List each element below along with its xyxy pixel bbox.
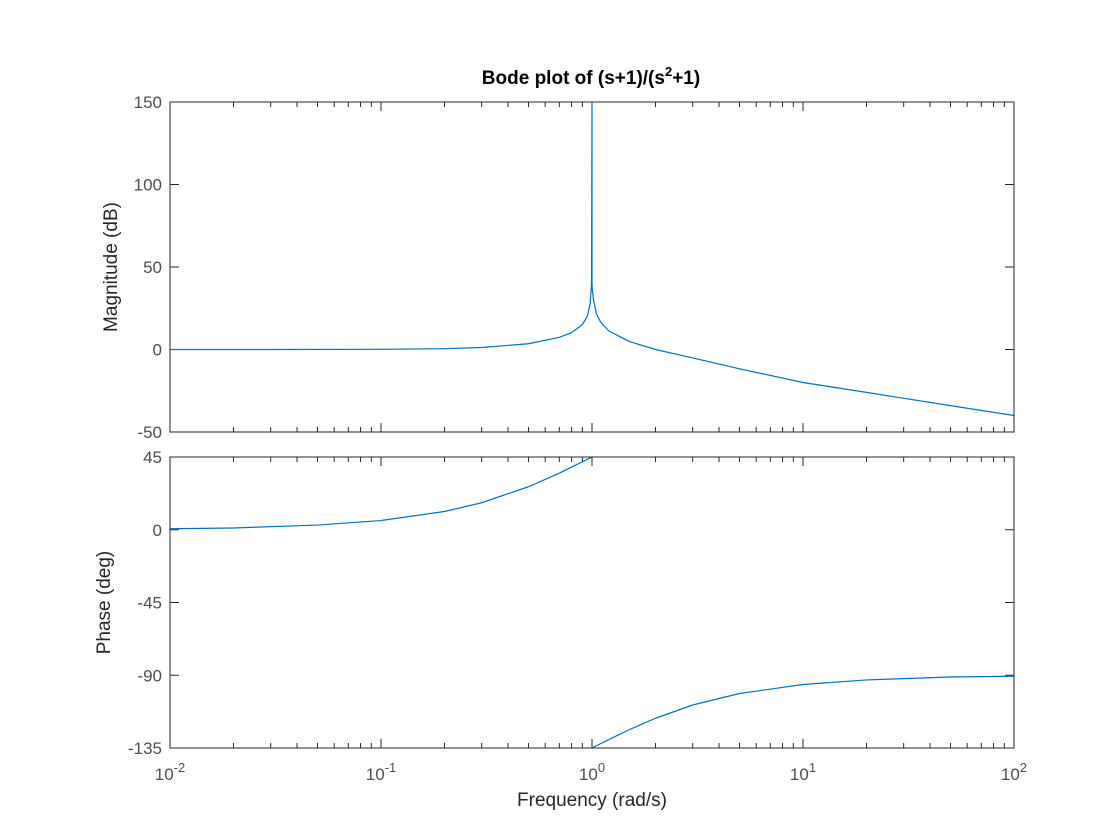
x-tick-labels: 10-2 10-1 100 101 102 bbox=[155, 760, 1027, 784]
mag-y-tick-label: 150 bbox=[134, 93, 162, 112]
phase-y-tick-labels: 45 0 -45 -90 -135 bbox=[128, 448, 162, 758]
phase-series bbox=[169, 456, 1015, 749]
phase-y-tick-label: 0 bbox=[153, 521, 162, 540]
phase-axes-box bbox=[169, 456, 1015, 749]
phase-series-line bbox=[591, 675, 1015, 749]
x-tick-label: 101 bbox=[790, 760, 816, 784]
phase-y-tick-label: -135 bbox=[128, 739, 162, 758]
mag-y-tick-label: 100 bbox=[134, 176, 162, 195]
magnitude-axes-box bbox=[169, 101, 1015, 433]
phase-series-line bbox=[169, 456, 593, 530]
chart-title-prefix: Bode plot of (s+1)/(s bbox=[482, 68, 665, 89]
phase-y-tick-label: -45 bbox=[137, 594, 162, 613]
chart-title-suffix: +1) bbox=[672, 68, 700, 89]
magnitude-y-axis-label: Magnitude (dB) bbox=[101, 202, 122, 332]
x-tick-label-exponent: 1 bbox=[809, 760, 816, 775]
magnitude-series bbox=[170, 101, 1015, 417]
x-tick-label-base: 10 bbox=[1001, 765, 1020, 784]
chart-title: Bode plot of (s+1)/(s2+1) bbox=[482, 64, 700, 89]
x-axis-label: Frequency (rad/s) bbox=[517, 790, 667, 811]
chart-title-exponent: 2 bbox=[665, 64, 672, 79]
x-tick-label: 102 bbox=[1001, 760, 1027, 784]
x-tick-label: 10-2 bbox=[155, 760, 185, 784]
x-tick-label-base: 10 bbox=[579, 765, 598, 784]
x-tick-label-exponent: 2 bbox=[1020, 760, 1027, 775]
x-tick-label-base: 10 bbox=[155, 765, 174, 784]
magnitude-y-tick-labels: 150 100 50 0 -50 bbox=[134, 93, 162, 442]
mag-y-tick-label: -50 bbox=[137, 423, 162, 442]
phase-plot-area bbox=[170, 457, 1014, 748]
x-tick-label-base: 10 bbox=[366, 765, 385, 784]
mag-y-tick-label: 0 bbox=[153, 341, 162, 360]
phase-y-tick-label: 45 bbox=[143, 448, 162, 467]
x-tick-label: 10-1 bbox=[366, 760, 396, 784]
mag-y-tick-label: 50 bbox=[143, 258, 162, 277]
phase-y-axis-label: Phase (deg) bbox=[94, 551, 115, 655]
x-tick-label-exponent: -1 bbox=[385, 760, 397, 775]
mag-series-line bbox=[170, 101, 1015, 417]
phase-axes: 45 0 -45 -90 -135 Phase (deg) bbox=[94, 448, 1015, 758]
phase-y-tick-label: -90 bbox=[137, 666, 162, 685]
x-tick-label: 100 bbox=[579, 760, 605, 784]
magnitude-axes: 150 100 50 0 -50 Magnitude (dB) bbox=[101, 93, 1015, 442]
x-tick-label-exponent: -2 bbox=[174, 760, 186, 775]
x-tick-label-base: 10 bbox=[790, 765, 809, 784]
x-tick-label-exponent: 0 bbox=[598, 760, 605, 775]
